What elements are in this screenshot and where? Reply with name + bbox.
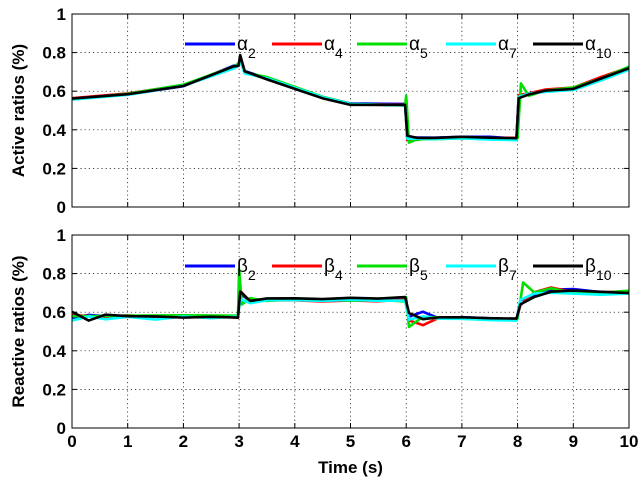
legend-label-10: β10 <box>585 256 612 283</box>
plot-area <box>72 14 629 207</box>
active-y-axis-label: Active ratios (%) <box>9 44 28 177</box>
y-tick-label: 0.6 <box>42 82 66 101</box>
y-tick-label: 0.2 <box>42 380 66 399</box>
x-tick-label: 5 <box>346 432 355 451</box>
series-line-10 <box>72 289 629 322</box>
series-group <box>72 267 629 329</box>
x-tick-label: 8 <box>513 432 522 451</box>
y-tick-label: 0 <box>57 198 66 217</box>
legend-label-2: α2 <box>237 34 256 61</box>
legend-label-4: β4 <box>324 256 343 283</box>
legend-label-5: β5 <box>409 256 428 283</box>
legend: β2 β4 β5 β7 β10 <box>185 256 612 283</box>
x-tick-label: 9 <box>569 432 578 451</box>
legend-label-5: α5 <box>409 34 428 61</box>
legend-label-7: β7 <box>498 256 517 283</box>
x-tick-label: 1 <box>123 432 132 451</box>
y-tick-label: 0.2 <box>42 159 66 178</box>
x-tick-label: 10 <box>620 432 639 451</box>
series-line-10 <box>72 53 629 140</box>
x-tick-label: 2 <box>179 432 188 451</box>
y-tick-label: 1 <box>57 5 66 24</box>
y-tick-label: 0.8 <box>42 44 66 63</box>
legend: α2 α4 α5 α7 α10 <box>185 34 612 61</box>
y-tick-label: 0.4 <box>42 342 66 361</box>
x-tick-label: 6 <box>401 432 410 451</box>
y-tick-label: 0.4 <box>42 121 66 140</box>
legend-label-7: α7 <box>498 34 517 61</box>
reactive-ratios-panel: 0 1 2 3 4 5 6 7 8 9 10 0 0.2 0.4 0.6 0.8 1 Reactive ratio… <box>9 226 638 477</box>
y-tick-label: 0 <box>57 419 66 438</box>
x-axis-label: Time (s) <box>318 458 383 477</box>
y-tick-label: 0.8 <box>42 265 66 284</box>
series-group <box>72 53 629 144</box>
legend-label-10: α10 <box>585 34 612 61</box>
y-tick-label: 0.6 <box>42 303 66 322</box>
legend-label-2: β2 <box>237 256 256 283</box>
reactive-y-axis-label: Reactive ratios (%) <box>9 255 28 407</box>
legend-label-4: α4 <box>324 34 343 61</box>
x-tick-label: 0 <box>67 432 76 451</box>
x-tick-label: 4 <box>290 432 300 451</box>
x-tick-label: 3 <box>234 432 243 451</box>
y-tick-label: 1 <box>57 226 66 245</box>
x-tick-label: 7 <box>457 432 466 451</box>
